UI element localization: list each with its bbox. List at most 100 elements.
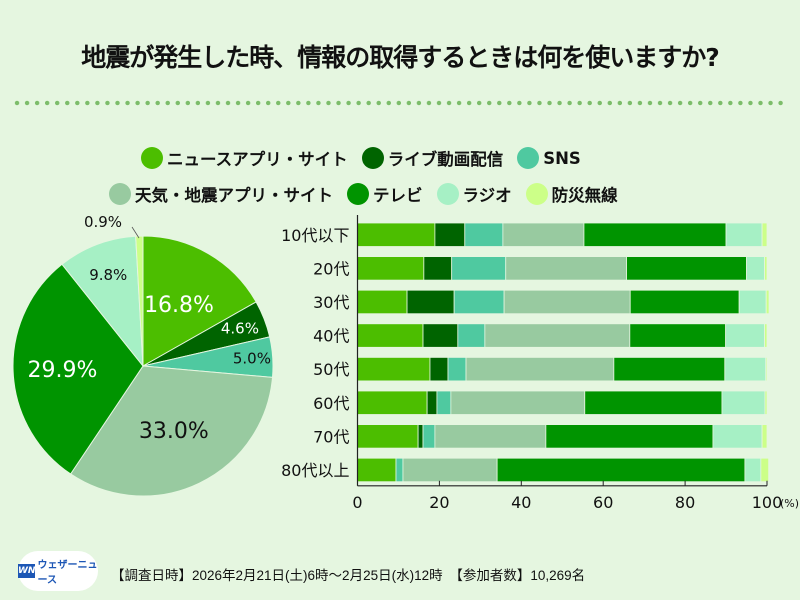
bar-segment bbox=[505, 256, 627, 281]
bar-segment bbox=[422, 323, 459, 348]
pie-slice bbox=[69, 365, 274, 497]
legend-item: ラジオ bbox=[436, 182, 512, 206]
pie-value-label: 9.8% bbox=[89, 266, 127, 284]
x-tick-label: 100 bbox=[752, 493, 783, 512]
category-label: 30代 bbox=[313, 293, 349, 312]
bar-segment bbox=[613, 356, 726, 382]
bar-segment bbox=[429, 356, 449, 382]
category-label: 20代 bbox=[313, 259, 349, 278]
bar-segment bbox=[423, 256, 453, 281]
bar-segment bbox=[453, 289, 505, 315]
bar-segment bbox=[503, 289, 631, 315]
legend-label: 防災無線 bbox=[551, 186, 618, 205]
legend-item: テレビ bbox=[347, 182, 423, 206]
legend-item: ニュースアプリ・サイト bbox=[141, 146, 348, 170]
bar-segment bbox=[746, 256, 765, 281]
pie-slice bbox=[61, 235, 144, 368]
legend-label: SNS bbox=[543, 148, 581, 168]
bar-segment bbox=[765, 289, 770, 315]
legend-label: ライブ動画配信 bbox=[387, 150, 504, 169]
legend-label: 天気・地震アプリ・サイト bbox=[135, 186, 333, 205]
bar-segment bbox=[764, 256, 768, 281]
dotted-divider bbox=[12, 100, 788, 106]
legend-swatch-icon bbox=[141, 147, 163, 169]
bar-segment bbox=[357, 289, 408, 315]
bar-segment bbox=[447, 356, 467, 382]
legend-item: SNS bbox=[517, 147, 581, 169]
bar-segment bbox=[584, 390, 723, 415]
pie-chart: 16.8% 4.6% 5.0% 33.0% 29.9% 9.8% 0.9% bbox=[12, 213, 274, 497]
legend-label: ラジオ bbox=[462, 186, 512, 205]
chart-title: 地震が発生した時、情報の取得するときは何を使いますか? bbox=[81, 43, 720, 72]
bar-segment bbox=[724, 356, 767, 382]
bar-segment bbox=[629, 323, 727, 348]
bar-segment bbox=[764, 323, 768, 348]
x-tick-label: 40 bbox=[511, 493, 531, 512]
pie-slice bbox=[12, 263, 144, 475]
bar-segment bbox=[502, 222, 585, 247]
leader-line bbox=[131, 226, 140, 239]
logo-mark-icon: WN bbox=[18, 564, 36, 578]
bar-segment bbox=[496, 457, 746, 483]
bar-segment bbox=[721, 390, 766, 415]
pie-value-label: 33.0% bbox=[139, 419, 209, 444]
pie-slice bbox=[135, 235, 144, 367]
bar-segment bbox=[357, 323, 424, 348]
bar-segment bbox=[357, 222, 436, 247]
x-tick-label: 0 bbox=[352, 493, 362, 512]
legend-swatch-icon bbox=[525, 183, 548, 205]
bar-segment bbox=[712, 424, 763, 449]
bar-segment bbox=[436, 390, 452, 415]
bar-segment bbox=[457, 323, 486, 348]
bar-segment bbox=[406, 289, 455, 315]
bar-segment bbox=[744, 457, 762, 483]
x-tick-label: 80 bbox=[675, 493, 695, 512]
legend-swatch-icon bbox=[436, 183, 459, 205]
category-label: 50代 bbox=[313, 360, 349, 379]
bar-segment bbox=[357, 256, 425, 281]
bar-segment bbox=[357, 457, 397, 483]
legend-row: 天気・地震アプリ・サイト テレビ ラジオ 防災無線 bbox=[109, 182, 632, 206]
legend-item: ライブ動画配信 bbox=[361, 146, 504, 170]
bar-segment bbox=[761, 424, 768, 449]
bar-segment bbox=[464, 222, 504, 247]
bar-segment bbox=[761, 222, 768, 247]
legend-label: テレビ bbox=[373, 186, 423, 205]
pie-value-label: 29.9% bbox=[28, 358, 98, 383]
pie-value-label: 0.9% bbox=[84, 213, 122, 231]
category-label: 70代 bbox=[313, 427, 349, 446]
bar-segment bbox=[434, 424, 547, 449]
legend-swatch-icon bbox=[347, 183, 369, 205]
weathernews-logo: WN ウェザーニュース bbox=[18, 551, 98, 591]
pie-value-label: 5.0% bbox=[233, 350, 271, 368]
category-label: 60代 bbox=[313, 394, 349, 413]
bar-segment bbox=[465, 356, 615, 382]
legend-item: 天気・地震アプリ・サイト bbox=[109, 182, 333, 206]
x-unit-label: (%) bbox=[780, 497, 799, 510]
bar-segment bbox=[357, 356, 431, 382]
bar-segment bbox=[402, 457, 498, 483]
bar-segment bbox=[760, 457, 770, 483]
bar-segment bbox=[434, 222, 466, 247]
bar-segment bbox=[357, 390, 428, 415]
category-label: 80代以上 bbox=[281, 461, 349, 480]
bar-segment bbox=[626, 256, 747, 281]
pie-slice bbox=[142, 235, 257, 367]
legend-swatch-icon bbox=[361, 147, 384, 169]
legend-label: ニュースアプリ・サイト bbox=[167, 150, 348, 169]
legend-swatch-icon bbox=[109, 183, 131, 205]
bar-segment bbox=[422, 424, 436, 449]
legend-swatch-icon bbox=[517, 147, 540, 169]
bar-segment bbox=[629, 289, 740, 315]
bar-segment bbox=[395, 457, 404, 483]
legend-item: 防災無線 bbox=[525, 182, 618, 206]
bar-segment bbox=[426, 390, 438, 415]
pie-value-label: 16.8% bbox=[144, 293, 214, 318]
pie-value-label: 4.6% bbox=[221, 320, 259, 338]
bar-segment bbox=[545, 424, 714, 449]
category-label: 10代以下 bbox=[281, 226, 349, 245]
bar-segment bbox=[738, 289, 767, 315]
bar-segment bbox=[583, 222, 727, 247]
bar-segment bbox=[451, 256, 507, 281]
